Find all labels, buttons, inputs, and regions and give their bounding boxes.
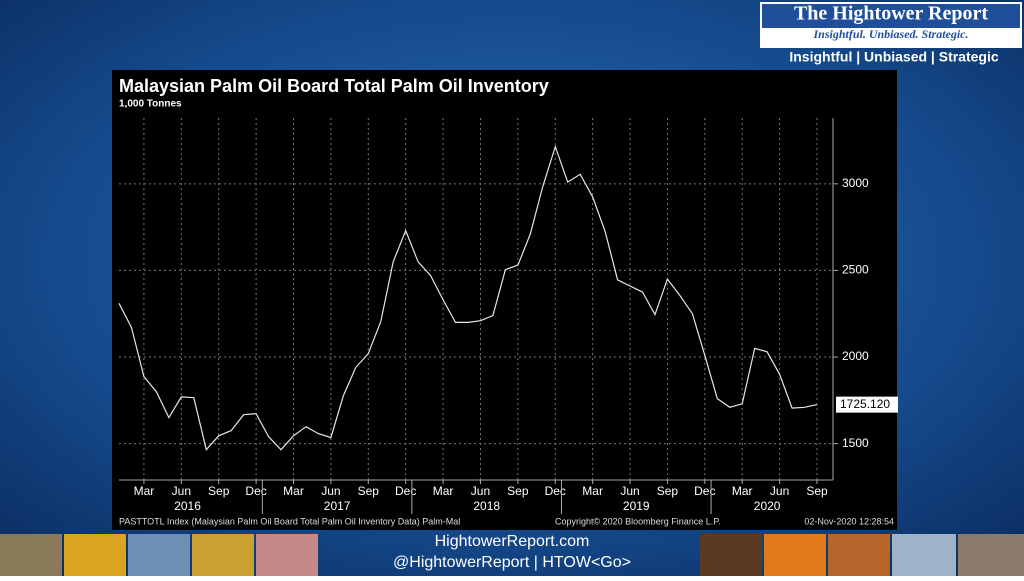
photo <box>192 534 254 576</box>
year-label: 2017 <box>324 499 351 513</box>
x-tick-label: Mar <box>283 484 304 498</box>
year-label: 2016 <box>174 499 201 513</box>
photo <box>64 534 126 576</box>
y-tick-label: 3000 <box>842 176 869 190</box>
tagline: Insightful. Unbiased. Strategic. <box>812 27 968 41</box>
chart-panel <box>112 70 897 530</box>
data-line <box>118 144 818 451</box>
chart-subtitle: 1,000 Tonnes <box>119 99 182 110</box>
x-tick-label: Dec <box>545 484 566 498</box>
website: HightowerReport.com <box>435 533 590 550</box>
x-tick-label: Sep <box>507 484 529 498</box>
photo <box>958 534 1024 576</box>
photo <box>764 534 826 576</box>
brand: The Hightower Report <box>794 3 988 25</box>
x-tick-label: Sep <box>208 484 230 498</box>
x-tick-label: Sep <box>806 484 828 498</box>
logo-band <box>762 4 1020 28</box>
photo-strip <box>0 534 1024 576</box>
photo <box>700 534 762 576</box>
source: PASTTOTL Index (Malaysian Palm Oil Board… <box>119 516 460 526</box>
x-tick-label: Dec <box>694 484 715 498</box>
x-tick-label: Jun <box>321 484 340 498</box>
x-tick-label: Mar <box>732 484 753 498</box>
motto: Insightful | Unbiased | Strategic <box>789 49 999 65</box>
y-tick-label: 2500 <box>842 263 869 277</box>
year-label: 2020 <box>754 499 781 513</box>
x-tick-label: Jun <box>471 484 490 498</box>
handle: @HightowerReport | HTOW<Go> <box>393 554 631 571</box>
photo <box>256 534 318 576</box>
x-tick-label: Mar <box>134 484 155 498</box>
photo <box>892 534 956 576</box>
x-tick-label: Mar <box>582 484 603 498</box>
last-value-box <box>836 396 898 413</box>
x-tick-label: Mar <box>433 484 454 498</box>
year-label: 2018 <box>473 499 500 513</box>
x-tick-label: Jun <box>172 484 191 498</box>
x-tick-label: Sep <box>358 484 380 498</box>
plot: Mar Jun Sep Dec Mar Jun Sep Dec Mar Jun Sep Dec Mar J… <box>118 118 898 514</box>
photo <box>128 534 190 576</box>
chart-title: Malaysian Palm Oil Board Total Palm Oil … <box>119 76 549 96</box>
copyright: Copyright© 2020 Bloomberg Finance L.P. <box>555 516 721 526</box>
x-tick-label: Jun <box>770 484 789 498</box>
last-value-label: 1725.120 <box>840 397 890 411</box>
x-tick-label: Dec <box>395 484 416 498</box>
timestamp: 02-Nov-2020 12:28:54 <box>804 516 894 526</box>
year-label: 2019 <box>623 499 650 513</box>
x-tick-label: Jun <box>620 484 639 498</box>
y-tick-label: 2000 <box>842 349 869 363</box>
x-tick-label: Sep <box>657 484 679 498</box>
photo <box>828 534 890 576</box>
x-tick-label: Dec <box>245 484 266 498</box>
photo <box>0 534 62 576</box>
y-tick-label: 1500 <box>842 436 869 450</box>
